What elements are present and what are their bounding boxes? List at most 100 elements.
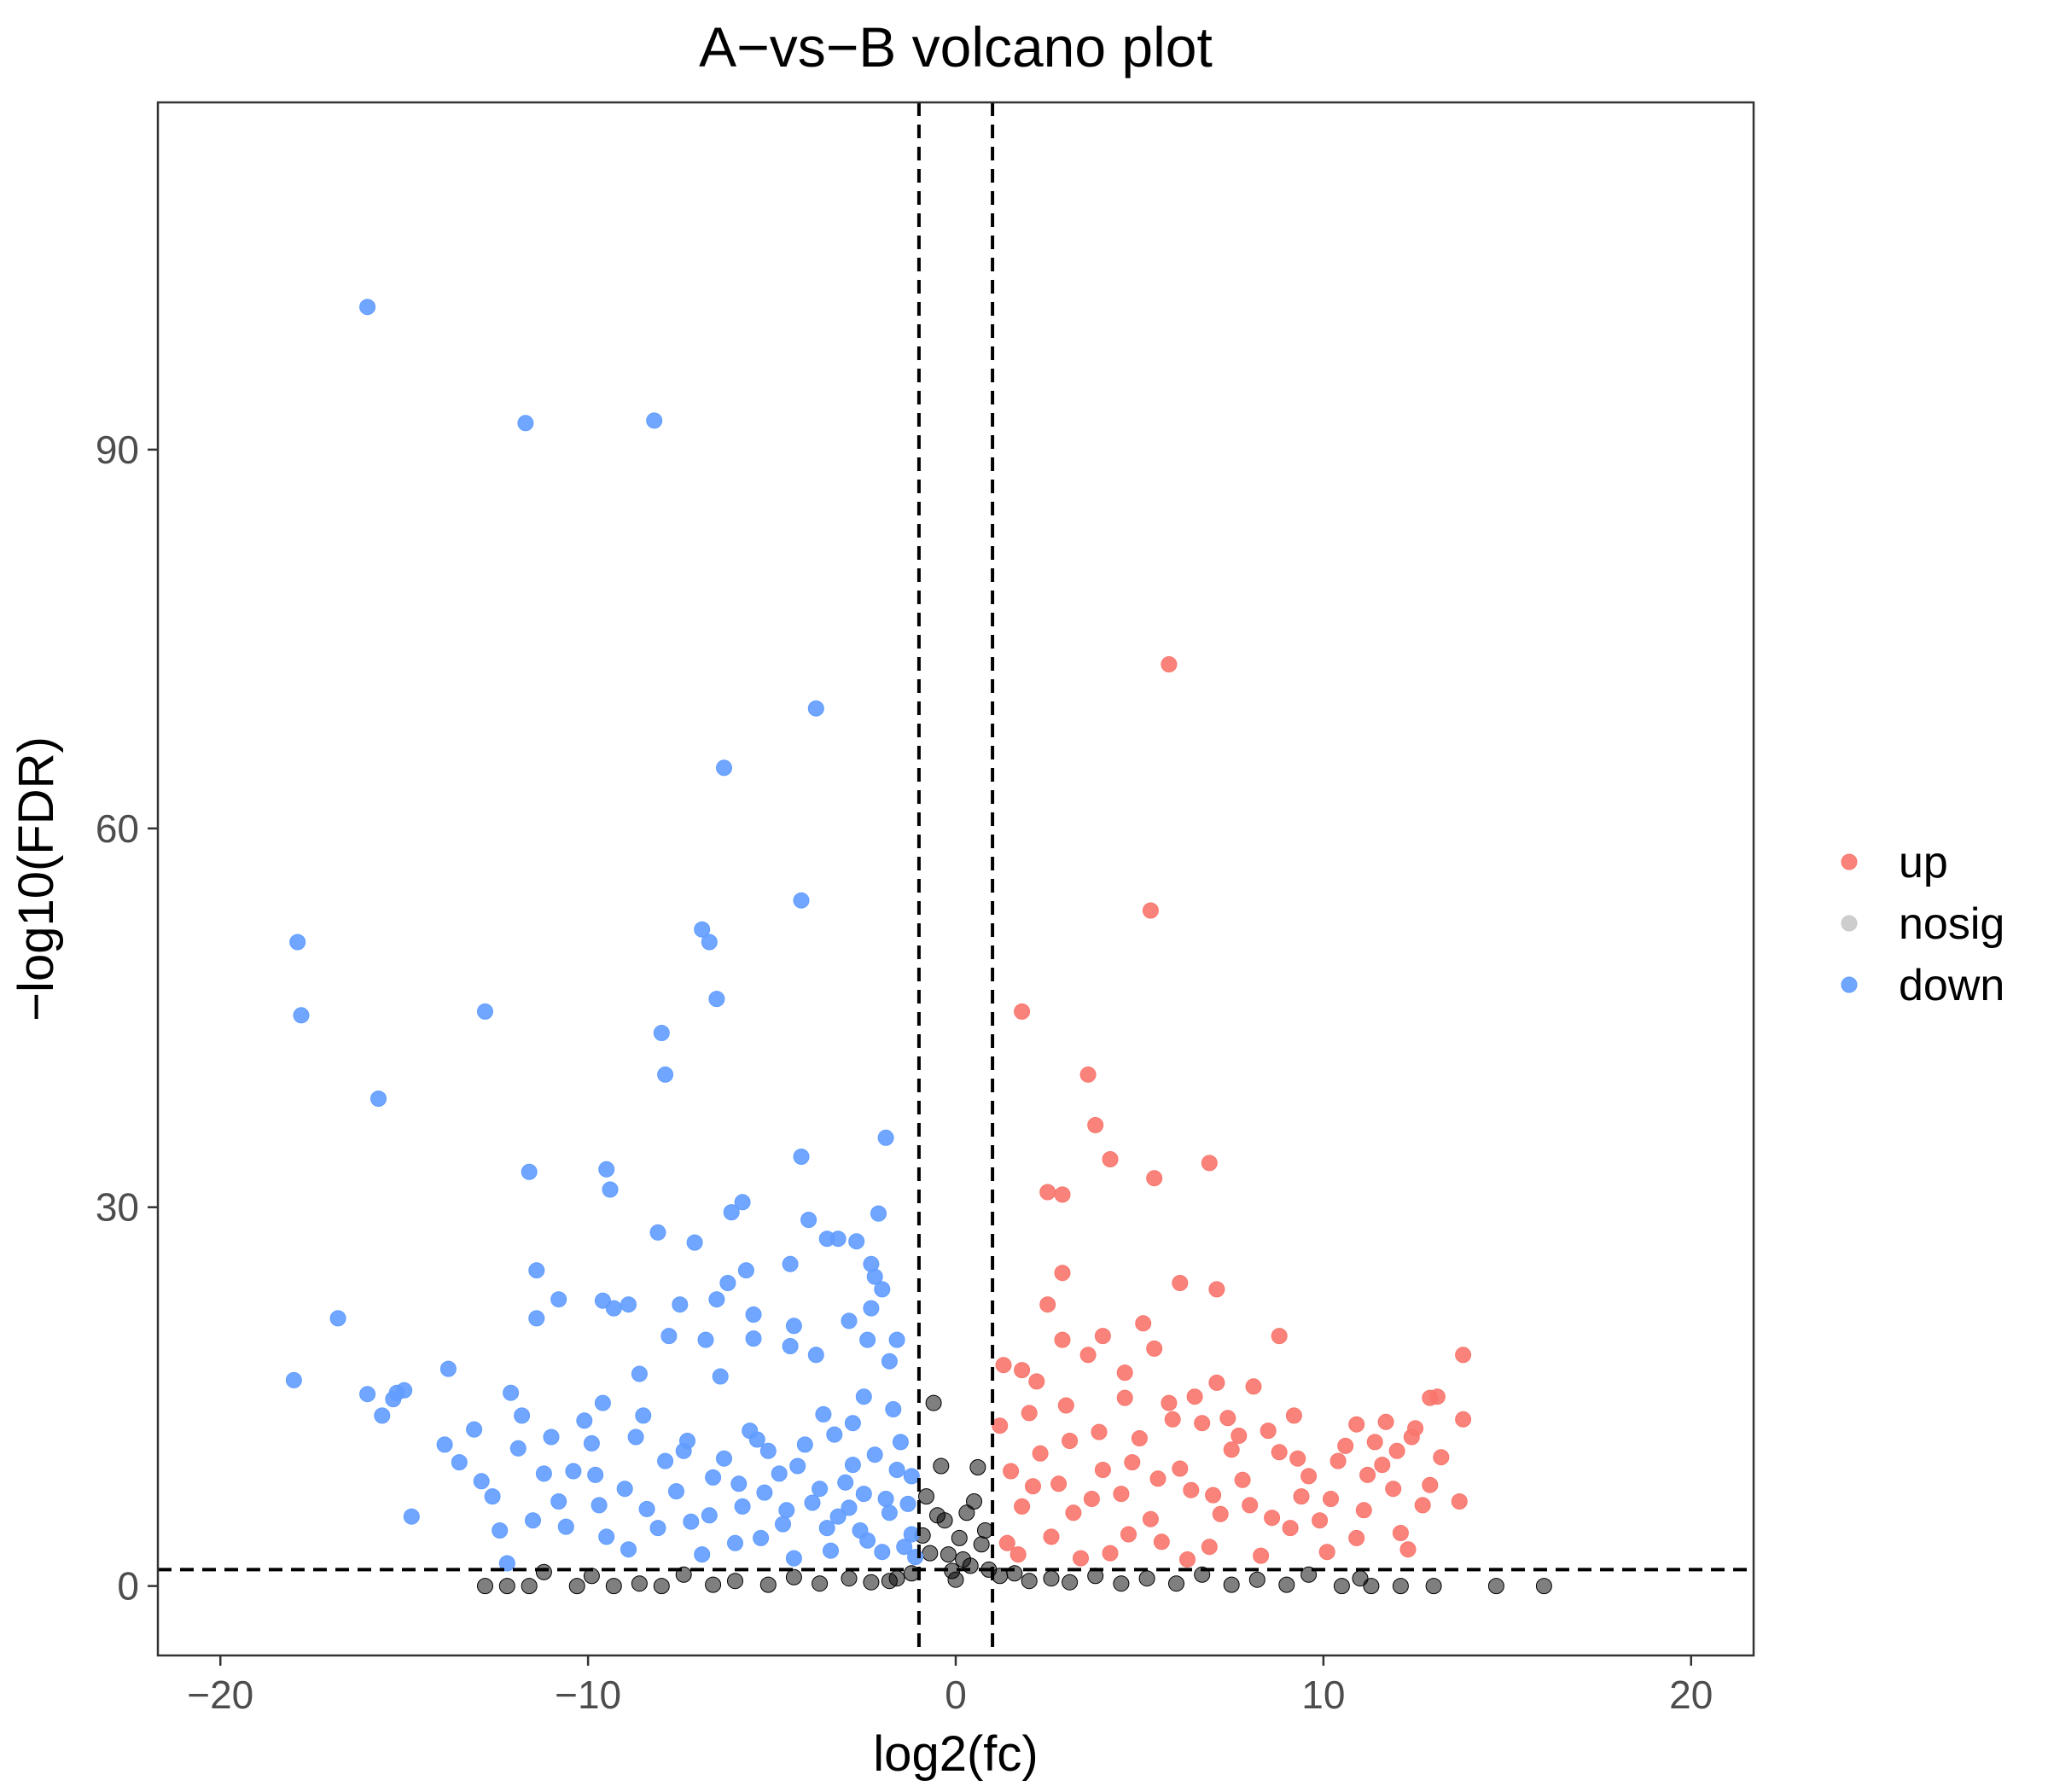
point-up-50 — [1392, 1525, 1409, 1541]
point-nosig-6 — [705, 1576, 722, 1593]
point-down-14 — [370, 1091, 387, 1107]
point-up-24 — [1208, 1374, 1225, 1391]
x-tick-label: 20 — [1669, 1673, 1713, 1717]
point-up-18 — [1079, 1347, 1097, 1364]
point-up-93 — [1057, 1397, 1074, 1414]
point-down-57 — [594, 1394, 611, 1411]
point-down-111 — [753, 1529, 770, 1546]
point-down-33 — [866, 1268, 883, 1285]
point-up-43 — [1260, 1423, 1277, 1440]
point-up-59 — [1113, 1486, 1130, 1503]
point-down-120 — [903, 1526, 920, 1543]
point-down-82 — [616, 1481, 633, 1498]
point-up-90 — [992, 1417, 1009, 1434]
point-down-8 — [701, 934, 718, 951]
point-down-61 — [745, 1330, 762, 1347]
point-down-90 — [775, 1516, 791, 1533]
point-up-69 — [1312, 1512, 1329, 1529]
point-down-73 — [844, 1415, 861, 1432]
point-down-84 — [657, 1452, 674, 1469]
point-down-106 — [649, 1520, 666, 1537]
point-down-29 — [528, 1262, 545, 1279]
point-down-126 — [701, 1507, 718, 1524]
point-down-63 — [807, 1347, 824, 1364]
point-nosig-34 — [1425, 1578, 1442, 1595]
point-down-22 — [800, 1212, 817, 1228]
point-nosig-29 — [1223, 1576, 1240, 1593]
point-nosig-25 — [1021, 1573, 1038, 1590]
point-up-67 — [1271, 1444, 1288, 1461]
point-down-99 — [903, 1468, 920, 1485]
point-down-118 — [877, 1491, 894, 1507]
point-down-60 — [697, 1331, 714, 1348]
point-up-9 — [1054, 1186, 1071, 1203]
point-down-123 — [591, 1497, 608, 1514]
point-down-7 — [694, 921, 711, 938]
point-up-68 — [1293, 1488, 1310, 1505]
point-up-8 — [1039, 1184, 1056, 1201]
point-nosig-9 — [863, 1574, 880, 1591]
point-down-26 — [848, 1233, 865, 1250]
point-nosig-19 — [958, 1504, 975, 1521]
legend-swatch-nosig — [1841, 915, 1858, 932]
point-down-141 — [712, 1368, 729, 1385]
point-nosig-5 — [653, 1578, 670, 1595]
point-down-28 — [649, 1224, 666, 1241]
point-nosig-50 — [1138, 1570, 1155, 1587]
point-nosig-7 — [759, 1576, 777, 1593]
y-tick-label: 30 — [96, 1185, 139, 1230]
point-up-62 — [1172, 1460, 1189, 1477]
point-down-49 — [359, 1386, 376, 1403]
point-down-77 — [484, 1488, 501, 1505]
point-up-16 — [1094, 1328, 1111, 1345]
point-nosig-14 — [933, 1457, 950, 1475]
point-down-124 — [620, 1541, 637, 1558]
series-nosig — [477, 1394, 1552, 1595]
point-up-97 — [1219, 1410, 1236, 1427]
point-down-17 — [793, 1149, 810, 1165]
point-nosig-40 — [951, 1529, 968, 1546]
point-down-59 — [660, 1328, 678, 1345]
point-up-72 — [1366, 1434, 1383, 1451]
point-up-60 — [1131, 1430, 1148, 1446]
point-down-30 — [782, 1255, 799, 1272]
point-down-76 — [466, 1421, 483, 1438]
point-down-96 — [866, 1446, 883, 1463]
legend-label-down: down — [1899, 961, 2004, 1010]
point-down-27 — [686, 1234, 703, 1251]
point-down-56 — [503, 1384, 520, 1401]
point-nosig-38 — [922, 1545, 939, 1562]
point-down-54 — [439, 1360, 457, 1377]
point-down-128 — [748, 1431, 765, 1448]
legend-item-up: up — [1841, 838, 1948, 887]
point-nosig-0 — [477, 1578, 493, 1595]
point-down-72 — [815, 1405, 832, 1423]
point-down-62 — [782, 1338, 799, 1354]
point-up-55 — [1032, 1445, 1049, 1462]
point-down-121 — [492, 1522, 509, 1539]
point-down-18 — [598, 1161, 615, 1178]
point-down-107 — [668, 1483, 684, 1500]
point-up-5 — [1102, 1151, 1119, 1167]
x-axis: −20 −10 0 10 20 — [187, 1655, 1713, 1717]
point-up-54 — [1014, 1498, 1031, 1515]
x-tick-label: −20 — [187, 1673, 253, 1717]
point-down-115 — [829, 1508, 847, 1525]
point-up-101 — [1403, 1428, 1420, 1446]
point-up-56 — [1050, 1475, 1068, 1492]
point-up-58 — [1091, 1423, 1108, 1440]
point-down-48 — [285, 1371, 302, 1388]
point-down-2 — [646, 412, 663, 429]
y-axis-label: −log10(FDR) — [9, 736, 64, 1021]
point-up-84 — [1231, 1428, 1248, 1444]
point-down-129 — [778, 1502, 795, 1519]
point-up-30 — [1003, 1463, 1020, 1480]
point-up-25 — [1245, 1378, 1262, 1395]
point-up-80 — [1120, 1526, 1137, 1543]
point-nosig-54 — [841, 1570, 858, 1587]
point-nosig-31 — [1333, 1578, 1350, 1595]
point-up-12 — [1208, 1281, 1225, 1298]
point-up-13 — [1039, 1296, 1056, 1313]
y-tick-label: 90 — [96, 428, 139, 472]
